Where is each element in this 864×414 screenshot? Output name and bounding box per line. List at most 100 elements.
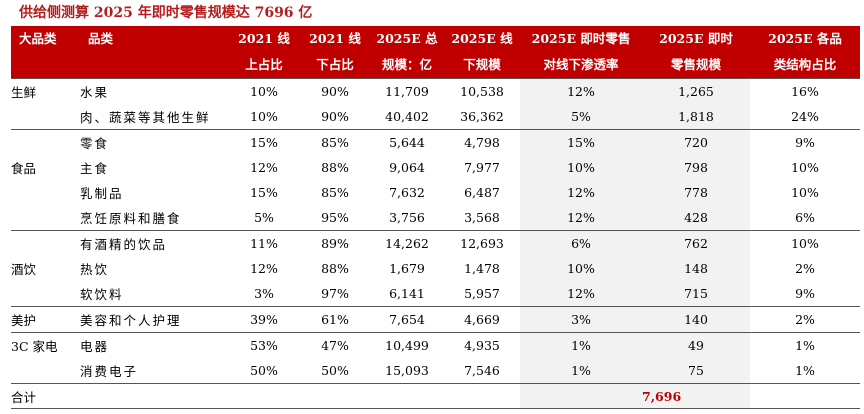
cell-on: 12% [250, 160, 278, 175]
cell-item: 乳制品 [80, 186, 124, 201]
cell-off: 88% [321, 261, 349, 276]
cell-pen: 6% [520, 230, 642, 256]
cell-item: 热饮 [80, 262, 110, 277]
header-cell: 对线下渗透率 [520, 52, 642, 79]
header-cell: 大品类 [11, 26, 80, 52]
cell-pen: 3% [520, 306, 642, 333]
cell-total: 7,654 [370, 306, 444, 333]
cell-instant: 762 [642, 230, 750, 256]
cell-on: 12% [250, 261, 278, 276]
cell-off: 95% [321, 210, 349, 225]
cell-on: 50% [250, 363, 278, 378]
cell-share: 24% [791, 109, 819, 124]
cell-total: 7,632 [389, 185, 425, 200]
header-cell: 2025E 线 [444, 26, 520, 52]
table-row: 软饮料 3% 97% 6,141 5,957 12% 715 9% [11, 281, 860, 307]
cell-on: 10% [228, 78, 300, 104]
cell-total: 6,141 [389, 286, 425, 301]
cell-on: 39% [228, 306, 300, 333]
cell-instant: 778 [642, 180, 750, 205]
cell-item: 肉、蔬菜等其他生鲜 [80, 110, 211, 125]
cell-item: 水果 [80, 78, 228, 104]
cell-offline: 5,957 [464, 286, 500, 301]
cell-offline: 3,568 [464, 210, 500, 225]
cell-pen: 5% [520, 104, 642, 130]
cell-pen: 1% [520, 332, 642, 358]
cell-off: 47% [300, 332, 370, 358]
cell-offline: 1,478 [464, 261, 500, 276]
table-title: 供给侧测算 2025 年即时零售规模达 7696 亿 [19, 5, 313, 21]
cell-cat: 3C 家电 [11, 332, 80, 358]
header-cell: 2025E 各品 [750, 26, 860, 52]
cell-cat: 美护 [11, 306, 80, 333]
header-cell: 下占比 [300, 52, 370, 79]
header-cell: 2021 线 [300, 26, 370, 52]
table-row: 美护 美容和个人护理 39% 61% 7,654 4,669 3% 140 2% [11, 306, 860, 333]
cell-item: 零食 [80, 129, 228, 155]
cell-cat [11, 230, 80, 256]
cell-on: 15% [250, 185, 278, 200]
cell-pen: 12% [520, 180, 642, 205]
cell-instant: 1,818 [642, 104, 750, 130]
cell-total: 3,756 [389, 210, 425, 225]
cell-item: 软饮料 [80, 287, 124, 302]
cell-share: 2% [795, 261, 815, 276]
cell-share: 6% [795, 210, 815, 225]
cell-on: 11% [228, 230, 300, 256]
instant-retail-table: 大品类 品类 2021 线 2021 线 2025E 总 2025E 线 202… [11, 26, 860, 409]
table-row: 零食 15% 85% 5,644 4,798 15% 720 9% [11, 129, 860, 155]
cell-pen: 10% [520, 155, 642, 180]
total-label: 合计 [11, 383, 80, 409]
cell-pen: 15% [520, 129, 642, 155]
total-value: 7,696 [642, 383, 750, 409]
cell-off: 97% [321, 286, 349, 301]
cell-offline: 36,362 [460, 109, 504, 124]
cell-cat [11, 129, 80, 155]
cell-cat [11, 358, 80, 384]
header-cell: 上占比 [228, 52, 300, 79]
cell-cat [11, 281, 80, 307]
cell-share: 9% [795, 286, 815, 301]
cell-cat: 食品 [11, 161, 37, 176]
cell-share: 1% [750, 332, 860, 358]
cell-on: 3% [254, 286, 274, 301]
cell-pen: 10% [520, 256, 642, 281]
cell-offline: 7,546 [464, 363, 500, 378]
table-row: 食品 主食 12% 88% 9,064 7,977 10% 798 10% [11, 155, 860, 180]
cell-instant: 148 [642, 256, 750, 281]
cell-item: 有酒精的饮品 [80, 230, 228, 256]
cell-total: 1,679 [389, 261, 425, 276]
cell-total: 9,064 [389, 160, 425, 175]
cell-total: 15,093 [385, 363, 429, 378]
table-row: 肉、蔬菜等其他生鲜 10% 90% 40,402 36,362 5% 1,818 24% [11, 104, 860, 130]
cell-share: 1% [795, 363, 815, 378]
cell-pen: 12% [520, 78, 642, 104]
header-cell: 2025E 即时 [642, 26, 750, 52]
cell-total: 10,499 [370, 332, 444, 358]
cell-pen: 12% [520, 281, 642, 307]
cell-share: 10% [791, 160, 819, 175]
cell-cat [11, 104, 80, 130]
cell-on: 10% [250, 109, 278, 124]
cell-share: 2% [750, 306, 860, 333]
cell-instant: 1,265 [642, 78, 750, 104]
header-row-1: 大品类 品类 2021 线 2021 线 2025E 总 2025E 线 202… [11, 26, 860, 52]
header-cell [80, 52, 228, 79]
cell-item: 主食 [80, 161, 110, 176]
table-row: 乳制品 15% 85% 7,632 6,487 12% 778 10% [11, 180, 860, 205]
cell-off: 50% [321, 363, 349, 378]
cell-offline: 4,798 [444, 129, 520, 155]
cell-off: 88% [321, 160, 349, 175]
cell-offline: 12,693 [444, 230, 520, 256]
cell-pen: 12% [520, 205, 642, 231]
cell-share: 10% [750, 230, 860, 256]
cell-off: 61% [300, 306, 370, 333]
cell-offline: 10,538 [444, 78, 520, 104]
header-cell: 类结构占比 [750, 52, 860, 79]
cell-offline: 7,977 [464, 160, 500, 175]
header-cell: 2025E 即时零售 [520, 26, 642, 52]
table-row: 烹饪原料和膳食 5% 95% 3,756 3,568 12% 428 6% [11, 205, 860, 231]
cell-total: 40,402 [385, 109, 429, 124]
cell-instant: 140 [642, 306, 750, 333]
cell-cat [11, 205, 80, 231]
